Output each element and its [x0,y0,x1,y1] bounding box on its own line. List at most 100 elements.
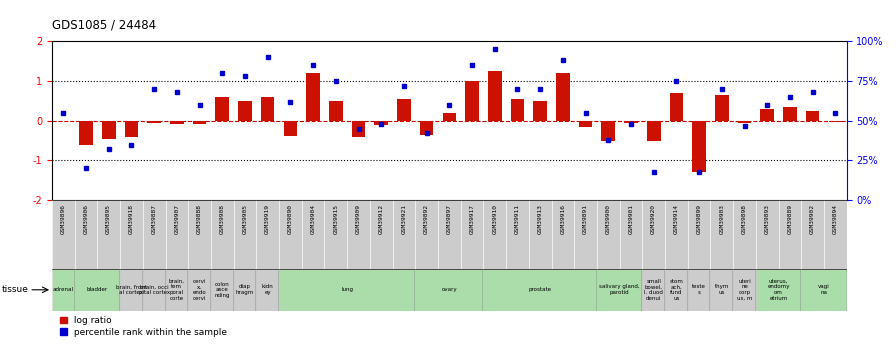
FancyBboxPatch shape [52,200,847,269]
Bar [488,71,502,121]
FancyBboxPatch shape [52,269,74,310]
Text: teste
s: teste s [693,284,706,295]
Text: GSM39896: GSM39896 [61,204,65,234]
Bar [556,73,570,121]
Text: GSM39910: GSM39910 [492,204,497,234]
Text: small
bowel,
l. duod
denui: small bowel, l. duod denui [644,279,663,301]
FancyBboxPatch shape [166,269,188,310]
Text: colon
asce
nding: colon asce nding [214,282,230,298]
Text: GSM39903: GSM39903 [719,204,724,234]
Text: GSM39906: GSM39906 [83,204,89,234]
Bar [238,101,252,121]
FancyBboxPatch shape [484,269,597,310]
FancyBboxPatch shape [415,269,484,310]
Bar [352,121,366,137]
Bar [193,121,206,124]
Text: GSM39912: GSM39912 [379,204,383,234]
Bar [761,109,774,121]
Text: kidn
ey: kidn ey [262,284,273,295]
FancyBboxPatch shape [733,269,756,310]
Text: GSM39911: GSM39911 [515,204,520,234]
FancyBboxPatch shape [74,269,120,310]
Bar [715,95,728,121]
Text: lung: lung [341,287,353,292]
Text: stom
ach,
fund
us: stom ach, fund us [669,279,684,301]
Text: GSM39894: GSM39894 [833,204,838,234]
Bar [579,121,592,127]
Bar [647,121,660,141]
Text: GSM39913: GSM39913 [538,204,543,234]
Text: ovary: ovary [442,287,457,292]
Text: GSM39909: GSM39909 [356,204,361,234]
Text: GSM39919: GSM39919 [265,204,271,234]
Bar [329,101,342,121]
Text: GSM39892: GSM39892 [424,204,429,234]
Text: brain,
tem
poral
corte: brain, tem poral corte [168,279,185,301]
Text: GSM39915: GSM39915 [333,204,339,234]
Bar [443,113,456,121]
Bar [261,97,274,121]
Text: thym
us: thym us [715,284,729,295]
Bar [533,101,547,121]
FancyBboxPatch shape [256,269,279,310]
Text: GSM39899: GSM39899 [696,204,702,234]
Text: GSM39898: GSM39898 [742,204,747,234]
Bar [601,121,616,141]
Text: GSM39890: GSM39890 [288,204,293,234]
Bar [465,81,478,121]
Text: GSM39900: GSM39900 [606,204,611,234]
Text: tissue: tissue [2,285,29,294]
Text: prostate: prostate [529,287,552,292]
Text: GSM39888: GSM39888 [197,204,202,234]
Text: GSM39887: GSM39887 [151,204,157,234]
Text: GSM39897: GSM39897 [447,204,452,234]
Bar [102,121,116,139]
Bar [511,99,524,121]
Text: GSM39914: GSM39914 [674,204,679,234]
FancyBboxPatch shape [279,269,415,310]
Bar [147,121,161,123]
Bar [420,121,434,135]
Text: GDS1085 / 24484: GDS1085 / 24484 [52,18,156,31]
FancyBboxPatch shape [120,269,142,310]
FancyBboxPatch shape [597,269,642,310]
FancyBboxPatch shape [642,269,665,310]
Text: GSM39893: GSM39893 [765,204,770,234]
Bar [783,107,797,121]
FancyBboxPatch shape [188,269,211,310]
Bar [215,97,229,121]
Text: GSM39889: GSM39889 [788,204,792,234]
Bar [306,73,320,121]
Bar [625,121,638,123]
Text: GSM39891: GSM39891 [583,204,588,234]
Text: salivary gland,
parotid: salivary gland, parotid [599,284,640,295]
Bar [283,121,297,136]
FancyBboxPatch shape [665,269,688,310]
Text: GSM39916: GSM39916 [560,204,565,234]
Text: cervi
x,
endo
cervi: cervi x, endo cervi [193,279,206,301]
Bar [737,121,752,123]
Text: GSM39905: GSM39905 [243,204,247,234]
Bar [375,121,388,125]
Bar [170,121,184,124]
Bar [693,121,706,172]
Bar [806,111,820,121]
Text: GSM39907: GSM39907 [175,204,179,234]
Text: GSM39901: GSM39901 [628,204,633,234]
FancyBboxPatch shape [801,269,847,310]
Bar [125,121,138,137]
FancyBboxPatch shape [711,269,733,310]
FancyBboxPatch shape [142,269,166,310]
Text: GSM39904: GSM39904 [311,204,315,234]
Text: GSM39920: GSM39920 [651,204,656,234]
Text: adrenal: adrenal [53,287,73,292]
Text: GSM39921: GSM39921 [401,204,407,234]
Text: GSM39895: GSM39895 [107,204,111,234]
Text: GSM39917: GSM39917 [470,204,475,234]
Bar [397,99,410,121]
FancyBboxPatch shape [234,269,256,310]
Text: GSM39918: GSM39918 [129,204,134,234]
Bar [79,121,93,145]
Bar [669,93,684,121]
Text: GSM39908: GSM39908 [220,204,225,234]
